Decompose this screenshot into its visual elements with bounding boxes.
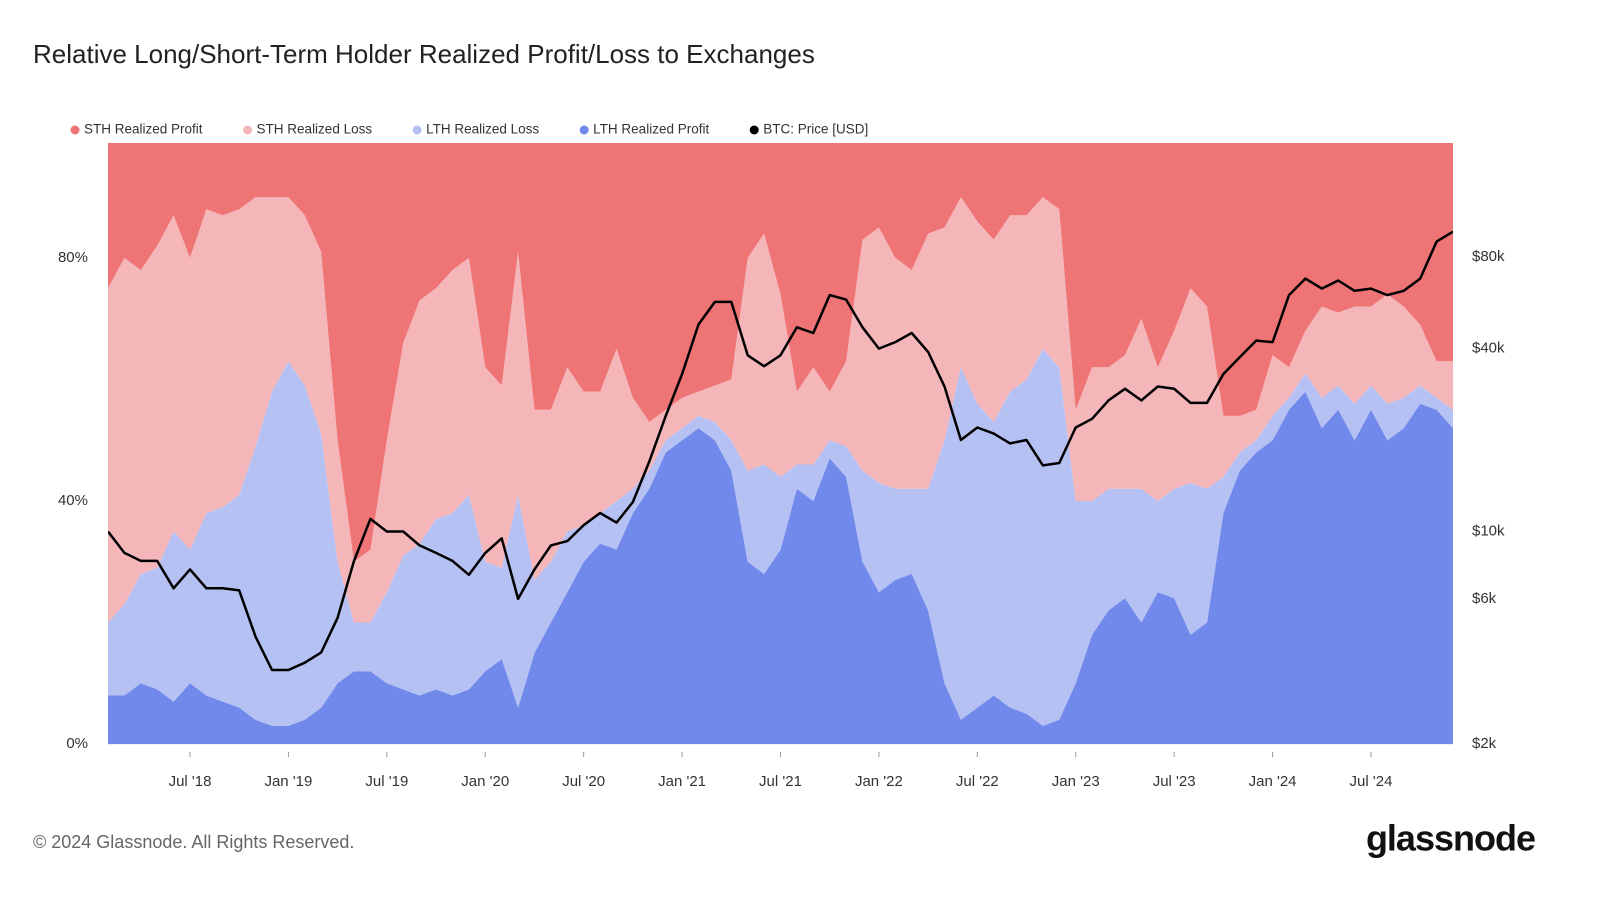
- chart-title: Relative Long/Short-Term Holder Realized…: [33, 39, 815, 69]
- x-tick-label: Jul '24: [1350, 773, 1393, 790]
- area-series: [108, 143, 1453, 562]
- legend-label: LTH Realized Loss: [426, 122, 539, 137]
- legend-label: LTH Realized Profit: [593, 122, 709, 137]
- legend-marker: [412, 125, 422, 135]
- x-tick-label: Jul '21: [759, 773, 802, 790]
- y2-tick-label: $10k: [1472, 522, 1505, 539]
- area-series: [108, 349, 1453, 726]
- legend-marker: [579, 125, 589, 135]
- x-tick-label: Jan '21: [658, 773, 706, 790]
- legend-label: STH Realized Loss: [257, 122, 373, 137]
- y-tick-label: 80%: [58, 249, 88, 266]
- legend-marker: [70, 125, 80, 135]
- x-tick-label: Jul '23: [1153, 773, 1196, 790]
- area-series: [108, 197, 1453, 623]
- legend-marker: [243, 125, 253, 135]
- copyright: © 2024 Glassnode. All Rights Reserved.: [33, 832, 354, 852]
- y-tick-label: 0%: [66, 735, 88, 752]
- legend-label: STH Realized Profit: [84, 122, 203, 137]
- price-line: [108, 230, 1453, 672]
- plot-area: [108, 143, 1453, 745]
- y2-tick-label: $2k: [1472, 735, 1497, 752]
- brand-logo: glassnode: [1366, 818, 1535, 859]
- x-tick-label: Jan '19: [264, 773, 312, 790]
- x-tick-label: Jan '24: [1249, 773, 1297, 790]
- x-tick-label: Jul '20: [562, 773, 605, 790]
- x-tick-label: Jan '23: [1052, 773, 1100, 790]
- y-tick-label: 40%: [58, 492, 88, 509]
- legend-marker: [749, 125, 759, 135]
- x-tick-label: Jul '22: [956, 773, 999, 790]
- x-tick-label: Jan '20: [461, 773, 509, 790]
- y2-tick-label: $40k: [1472, 340, 1505, 357]
- y2-tick-label: $80k: [1472, 248, 1505, 265]
- x-tick-label: Jan '22: [855, 773, 903, 790]
- x-tick-label: Jul '18: [169, 773, 212, 790]
- y2-tick-label: $6k: [1472, 590, 1497, 607]
- x-tick-label: Jul '19: [365, 773, 408, 790]
- area-series: [108, 391, 1453, 745]
- legend-label: BTC: Price [USD]: [763, 122, 868, 137]
